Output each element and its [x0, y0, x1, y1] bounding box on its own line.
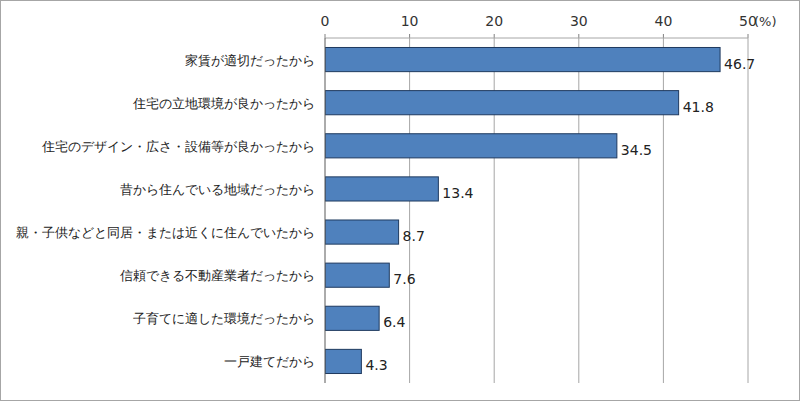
category-label: 親・子供などと同居・または近くに住んでいたから	[16, 225, 315, 240]
bar	[325, 177, 438, 201]
y-axis-line	[325, 38, 326, 383]
data-label: 13.4	[442, 185, 473, 201]
category-label: 家賃が適切だったから	[185, 53, 315, 68]
tick-mark	[578, 34, 579, 38]
bar	[325, 47, 720, 71]
tick-label: 10	[401, 13, 419, 29]
data-label: 6.4	[383, 314, 405, 330]
grid-line	[748, 38, 749, 383]
x-axis-line	[325, 38, 748, 39]
tick-label: 0	[321, 13, 330, 29]
data-label: 7.6	[393, 271, 415, 287]
tick-label: 40	[654, 13, 672, 29]
grid-line	[409, 38, 410, 383]
category-label: 住宅のデザイン・広さ・設備等が良かったから	[41, 139, 315, 154]
frame	[1, 1, 800, 401]
chart-svg: 01020304050(%)46.7家賃が適切だったから41.8住宅の立地環境が…	[0, 0, 800, 401]
category-label: 住宅の立地環境が良かったから	[132, 96, 315, 111]
category-label: 昔から住んでいる地域だったから	[120, 182, 315, 197]
tick-mark	[748, 34, 749, 38]
bar	[325, 220, 399, 244]
category-label: 一戸建てだから	[224, 354, 315, 369]
data-label: 46.7	[724, 56, 755, 72]
bar	[325, 306, 379, 330]
tick-mark	[325, 34, 326, 38]
category-label: 子育てに適した環境だったから	[133, 311, 315, 326]
chart-container: 01020304050(%)46.7家賃が適切だったから41.8住宅の立地環境が…	[0, 0, 800, 401]
axis-label: (%)	[754, 14, 777, 29]
bar	[325, 91, 679, 115]
grid-line	[578, 38, 579, 383]
tick-mark	[494, 34, 495, 38]
grid-line	[663, 38, 664, 383]
data-label: 8.7	[403, 228, 425, 244]
bar	[325, 349, 361, 373]
category-label: 信頼できる不動産業者だったから	[120, 268, 315, 283]
data-label: 41.8	[683, 99, 714, 115]
data-label: 34.5	[621, 142, 652, 158]
bar	[325, 134, 617, 158]
bar	[325, 263, 389, 287]
bars	[325, 47, 720, 373]
grid-line	[494, 38, 495, 383]
tick-mark	[409, 34, 410, 38]
tick-label: 30	[570, 13, 588, 29]
data-label: 4.3	[365, 357, 387, 373]
tick-mark	[663, 34, 664, 38]
tick-label: 20	[485, 13, 503, 29]
